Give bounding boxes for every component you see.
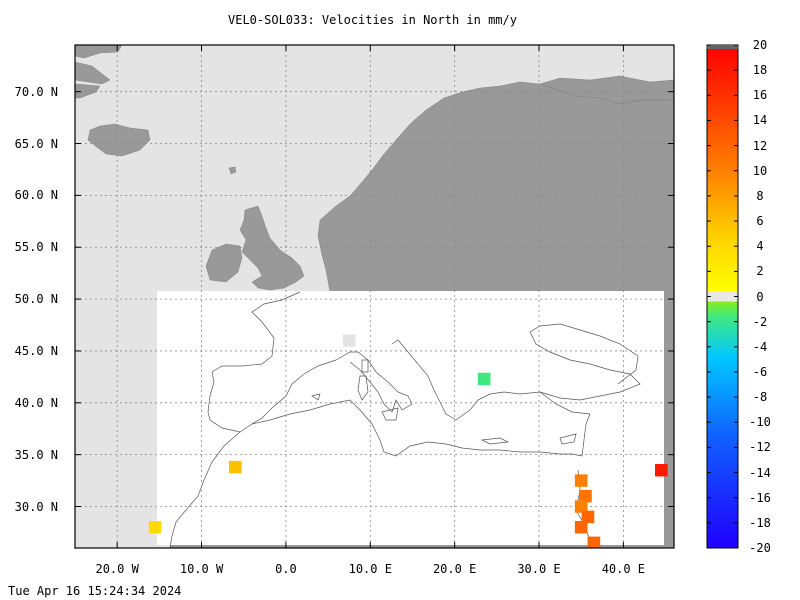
heatmap-cell: [342, 334, 356, 347]
heatmap-cell: [574, 474, 588, 487]
colorbar-tick-label: -18: [749, 515, 771, 530]
colorbar-tick-label: 6: [756, 214, 764, 229]
colorbar-tick-label: -16: [749, 490, 771, 505]
colorbar-tick-label: -20: [749, 541, 771, 555]
lat-tick-label: 65.0 N: [14, 136, 58, 151]
heatmap-cells: [148, 334, 668, 548]
map-plot-area: [75, 45, 674, 548]
colorbar-tick-label: 12: [752, 138, 768, 153]
colorbar-tick-label: -10: [749, 415, 771, 430]
colorbar-tick-label: -2: [752, 314, 768, 329]
land-masses: [75, 45, 674, 293]
lat-tick-label: 35.0 N: [14, 447, 58, 462]
sicily-island: [381, 407, 399, 421]
colorbar: [706, 44, 739, 549]
heatmap-cell: [655, 463, 668, 477]
footer-timestamp: Tue Apr 16 15:24:34 2024: [8, 584, 182, 598]
lat-tick-label: 60.0 N: [14, 188, 58, 203]
colorbar-tick-label: 20: [752, 38, 768, 52]
colorbar-tick-label: 14: [752, 113, 768, 128]
great-britain-land: [239, 205, 305, 291]
ireland-land: [205, 243, 243, 283]
graticule: [75, 45, 674, 548]
colorbar-tick-label: 8: [756, 188, 764, 203]
anatolia-coast: [539, 391, 591, 415]
colorbar-tick-label: -8: [752, 390, 768, 405]
colorbar-tick-label: -4: [752, 339, 768, 354]
lon-tick-label: 30.0 E: [517, 562, 561, 576]
colorbar-tick-label: -12: [749, 440, 771, 455]
colorbar-tick-label: -6: [752, 364, 768, 379]
greenland-land: [75, 45, 123, 59]
italy-coast: [335, 351, 413, 413]
crete-island: [480, 437, 510, 445]
heatmap-cell: [574, 521, 588, 534]
lat-tick-label: 50.0 N: [14, 292, 58, 307]
lat-tick-label: 70.0 N: [14, 84, 58, 99]
greenland-coast: [75, 61, 111, 85]
colorbar-top-cap: [707, 45, 738, 49]
balkans-coast: [391, 323, 641, 421]
heatmap-cell: [579, 489, 592, 503]
lon-tick-label: 20.0 E: [432, 562, 477, 576]
colorbar-ticks: [707, 44, 738, 549]
heatmap-cell: [587, 536, 601, 548]
lon-tick-label: 0.0: [275, 562, 297, 576]
heatmap-cell: [574, 500, 588, 513]
lon-tick-label: 40.0 E: [601, 562, 646, 576]
colorbar-tick-label: 10: [752, 163, 768, 178]
east-margin-land: [664, 291, 674, 548]
lon-tick-label: 20.0 W: [95, 562, 139, 576]
lon-tick-label: 10.0 W: [179, 562, 224, 576]
lat-tick-label: 55.0 N: [14, 240, 58, 255]
balearic-island: [311, 393, 321, 401]
heatmap-cell: [581, 510, 595, 524]
barents-coast: [539, 75, 674, 105]
west-africa-coast: [169, 461, 213, 548]
greenland-coast-south: [75, 83, 101, 99]
corsica-island: [361, 359, 369, 373]
colorbar-tick-label: -14: [749, 465, 771, 480]
colorbar-tick-label: 2: [756, 264, 764, 279]
cyprus-island: [559, 433, 577, 445]
north-africa-coast: [211, 399, 583, 463]
heatmap-cell: [228, 460, 242, 474]
map-frame: [74, 44, 675, 549]
faroe-islands: [228, 166, 237, 175]
heatmap-cell: [148, 521, 162, 534]
colorbar-tick-label: 0: [756, 289, 764, 304]
lat-tick-label: 45.0 N: [14, 343, 58, 358]
colorbar-tick-label: 18: [752, 63, 768, 78]
heatmap-cell: [477, 372, 491, 386]
colorbar-tick-label: 4: [756, 239, 764, 254]
lon-tick-label: 10.0 E: [348, 562, 392, 576]
lat-tick-label: 30.0 N: [14, 499, 58, 514]
sardinia-island: [357, 375, 369, 401]
south-margin-land: [170, 545, 674, 548]
map-title: VEL0-SOL033: Velocities in North in mm/y: [228, 13, 517, 27]
iceland-land: [87, 123, 151, 157]
colorbar-tick-label: 16: [752, 88, 768, 103]
lat-tick-label: 40.0 N: [14, 395, 58, 410]
axis-ticks: [75, 45, 674, 548]
